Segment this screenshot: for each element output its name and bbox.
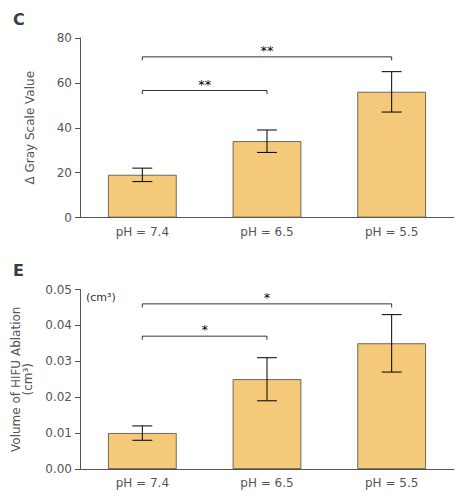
svg-text:(cm³): (cm³) — [86, 291, 116, 304]
svg-text:0.00: 0.00 — [45, 462, 72, 476]
svg-text:0.03: 0.03 — [45, 354, 72, 368]
svg-text:C: C — [13, 10, 25, 29]
svg-text:pH = 7.4: pH = 7.4 — [116, 476, 169, 490]
svg-text:0.02: 0.02 — [45, 390, 72, 404]
svg-text:**: ** — [261, 43, 275, 58]
svg-text:*: * — [264, 290, 271, 305]
svg-text:0.04: 0.04 — [45, 318, 72, 332]
svg-text:E: E — [13, 261, 24, 280]
svg-text:20: 20 — [57, 166, 72, 180]
svg-text:80: 80 — [57, 31, 72, 45]
svg-text:Volume of HIFU Ablation: Volume of HIFU Ablation — [9, 306, 24, 452]
svg-text:*: * — [201, 322, 208, 337]
svg-text:40: 40 — [57, 121, 72, 135]
svg-text:**: ** — [198, 77, 212, 92]
svg-text:0.05: 0.05 — [45, 283, 72, 297]
svg-text:pH = 7.4: pH = 7.4 — [116, 225, 169, 239]
svg-text:pH = 5.5: pH = 5.5 — [365, 476, 418, 490]
svg-text:(cm³): (cm³) — [21, 363, 35, 395]
svg-text:pH = 6.5: pH = 6.5 — [240, 225, 293, 239]
svg-text:60: 60 — [57, 76, 72, 90]
svg-text:0.01: 0.01 — [45, 426, 72, 440]
svg-text:pH = 6.5: pH = 6.5 — [240, 476, 293, 490]
svg-text:0: 0 — [64, 211, 72, 225]
svg-text:Δ Gray Scale Value: Δ Gray Scale Value — [23, 71, 37, 185]
svg-text:pH = 5.5: pH = 5.5 — [365, 225, 418, 239]
